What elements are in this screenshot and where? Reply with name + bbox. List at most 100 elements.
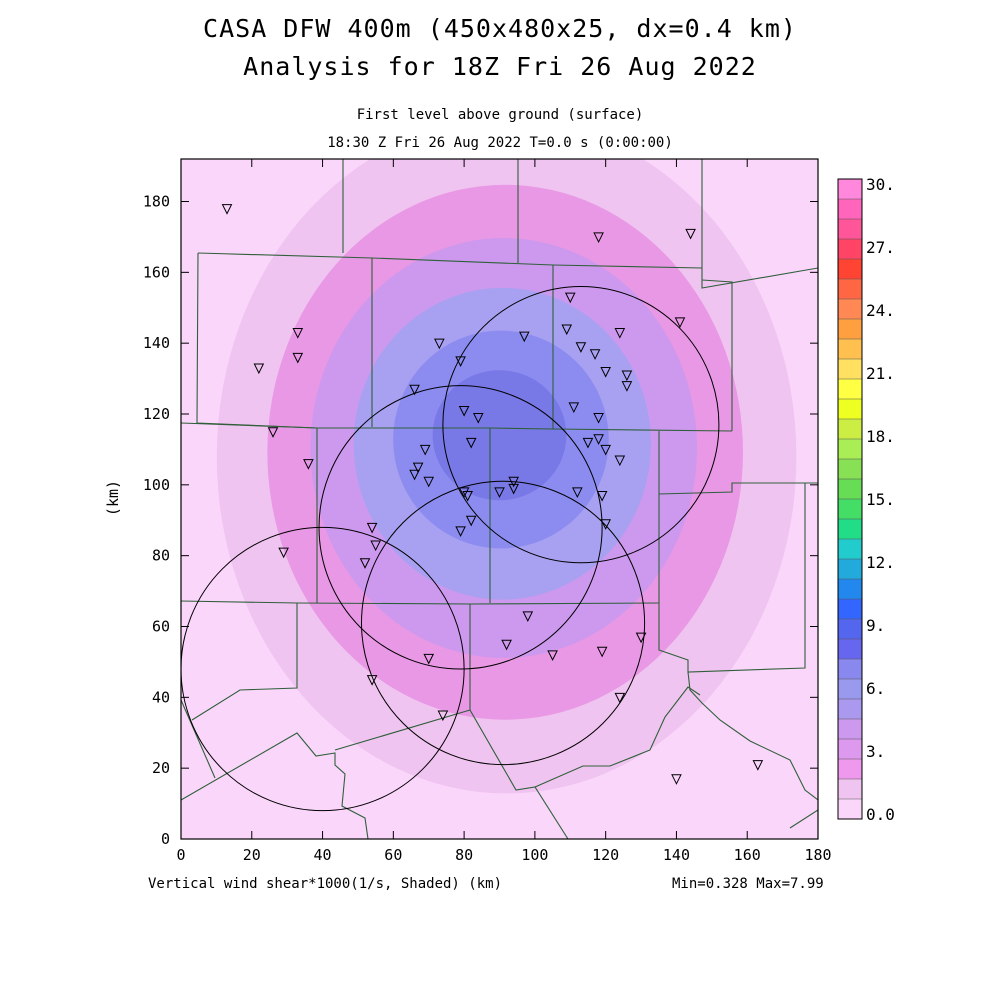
station-marker — [455, 526, 466, 537]
colorbar-swatch — [838, 779, 862, 800]
station-marker — [423, 476, 435, 488]
colorbar-swatch — [838, 539, 862, 560]
colorbar-label: 12. — [866, 553, 895, 572]
station-marker — [621, 381, 633, 392]
station-marker — [508, 483, 519, 495]
colorbar-label: 21. — [866, 364, 895, 383]
chart-subtitle: Analysis for 18Z Fri 26 Aug 2022 — [243, 52, 757, 81]
colorbar-swatch — [838, 639, 862, 660]
station-marker — [278, 547, 289, 559]
station-marker — [674, 317, 686, 329]
station-marker — [582, 437, 594, 449]
contour-layer — [216, 159, 797, 794]
radar-range-rings — [181, 286, 720, 812]
station-marker — [635, 632, 647, 644]
colorbar-swatch — [838, 619, 862, 640]
colorbar-label: 15. — [866, 490, 895, 509]
colorbar-label: 0.0 — [866, 805, 895, 824]
y-axis-label: (km) — [104, 480, 122, 516]
station-marker — [547, 650, 558, 661]
station-marker — [409, 469, 420, 481]
station-marker — [359, 558, 371, 569]
colorbar-swatch — [838, 499, 862, 520]
colorbar-label: 18. — [866, 427, 895, 446]
station-marker — [593, 413, 604, 424]
station-marker — [292, 328, 304, 339]
station-marker — [366, 675, 378, 686]
y-tick-label: 180 — [143, 193, 170, 211]
station-marker — [462, 490, 473, 502]
station-marker — [434, 338, 445, 350]
axes: 0 20 40 60 80 100 120 140 160 180 0 20 40 60 80 100 120 1… — [143, 159, 832, 864]
colorbar-swatch — [838, 599, 862, 620]
station-marker — [593, 232, 604, 244]
station-marker — [458, 487, 470, 499]
colorbar-swatch — [838, 299, 862, 320]
y-tick-label: 60 — [152, 618, 170, 636]
x-tick-label: 160 — [734, 846, 761, 864]
colorbar-swatch — [838, 439, 862, 460]
shear-contour-6 — [432, 370, 567, 501]
colorbar-swatch — [838, 519, 862, 540]
level-label: First level above ground (surface) — [356, 107, 644, 123]
x-tick-label: 120 — [592, 846, 619, 864]
chart-title: CASA DFW 400m (450x480x25, dx=0.4 km) — [203, 14, 797, 43]
x-tick-label: 140 — [663, 846, 690, 864]
y-tick-label: 20 — [152, 759, 170, 777]
colorbar-swatch — [838, 679, 862, 700]
station-marker — [600, 519, 611, 530]
station-marker — [596, 646, 608, 658]
colorbar-swatch — [838, 279, 862, 300]
station-marker — [303, 459, 314, 470]
y-tick-label: 160 — [143, 263, 170, 281]
station-marker — [412, 462, 424, 474]
radar-range-ring — [181, 526, 465, 812]
x-tick-label: 40 — [314, 846, 332, 864]
colorbar-frame — [837, 178, 863, 820]
y-tick-label: 80 — [152, 547, 170, 565]
station-marker — [366, 522, 378, 534]
colorbar-swatch — [838, 759, 862, 780]
station-marker — [253, 363, 265, 375]
x-tick-label: 80 — [455, 846, 473, 864]
station-marker — [564, 292, 576, 304]
station-marker — [600, 444, 611, 456]
colorbar-swatch — [838, 799, 862, 820]
colorbar-label: 6. — [866, 679, 885, 698]
colorbar-label: 30. — [866, 175, 895, 194]
colorbar-swatch — [838, 399, 862, 420]
station-marker — [419, 444, 431, 456]
station-marker — [409, 384, 420, 396]
colorbar-swatch — [838, 739, 862, 760]
station-marker — [614, 328, 626, 339]
colorbar-swatch — [838, 459, 862, 480]
station-marker — [600, 367, 611, 378]
station-marker — [752, 760, 764, 771]
station-marker — [671, 774, 682, 785]
station-marker — [501, 639, 512, 651]
station-marker — [614, 455, 626, 467]
colorbar-swatch — [838, 239, 862, 260]
x-axis-label: Vertical wind shear*1000(1/s, Shaded) (k… — [148, 876, 503, 892]
county-boundaries — [181, 159, 818, 839]
station-marker — [472, 413, 484, 424]
colorbar-swatch — [838, 659, 862, 680]
station-marker — [494, 487, 505, 499]
colorbar: 30. 27. 24. 21. 18. 15. 12. 9. 6. 3. 0.0 — [837, 175, 895, 824]
station-marker — [465, 515, 477, 527]
colorbar-swatch — [838, 259, 862, 280]
station-markers — [221, 204, 764, 785]
station-marker — [593, 434, 604, 445]
station-marker — [621, 370, 633, 382]
radar-range-ring — [360, 480, 646, 766]
x-tick-label: 180 — [804, 846, 831, 864]
valid-time-label: 18:30 Z Fri 26 Aug 2022 T=0.0 s (0:00:00… — [327, 135, 673, 151]
colorbar-swatch — [838, 559, 862, 580]
y-tick-label: 100 — [143, 476, 170, 494]
station-marker — [458, 405, 470, 417]
plot-frame — [180, 158, 819, 840]
station-marker — [370, 540, 381, 552]
station-marker — [561, 324, 573, 336]
colorbar-swatch — [838, 359, 862, 380]
colorbar-label: 24. — [866, 301, 895, 320]
